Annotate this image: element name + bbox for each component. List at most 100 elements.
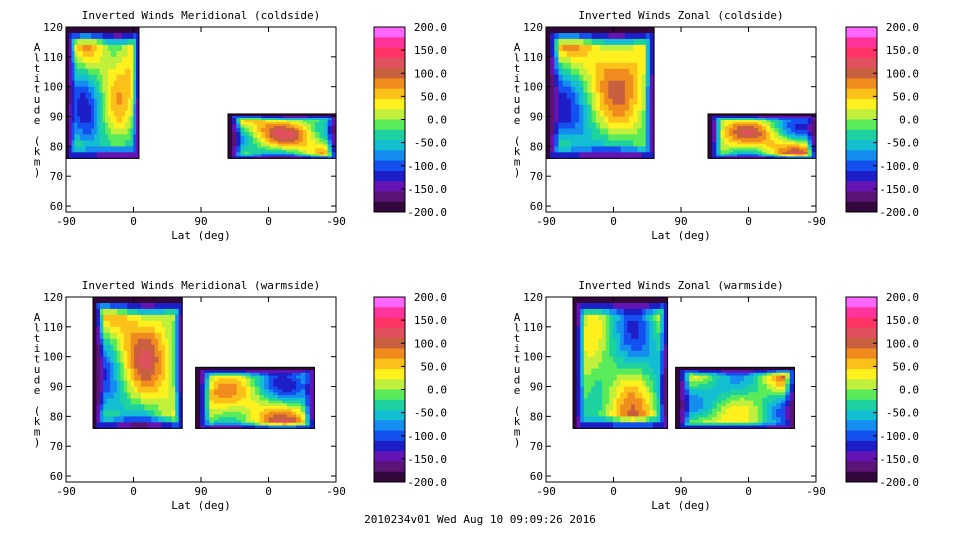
y-tick-label: 70 [50, 170, 63, 183]
field-cell [774, 126, 780, 129]
field-cell [168, 356, 173, 364]
y-axis-label-char: i [514, 342, 521, 355]
field-cell [780, 392, 786, 396]
field-cell [712, 367, 718, 371]
field-cell [165, 338, 169, 346]
field-cell [724, 122, 730, 125]
field-cell [753, 378, 759, 382]
field-cell [583, 50, 589, 58]
field-cell [721, 408, 727, 413]
field-cell [144, 338, 149, 346]
field-cell [91, 38, 95, 46]
field-cell [675, 378, 681, 382]
field-cell [782, 128, 788, 131]
field-cell [600, 146, 605, 153]
field-cell [120, 404, 125, 411]
field-cell [634, 350, 639, 358]
colorbar-tick-label: -150.0 [879, 183, 919, 196]
field-cell [88, 134, 92, 141]
field-cell [716, 113, 722, 117]
field-cell [774, 130, 780, 133]
field-cell [282, 152, 287, 155]
field-cell [273, 140, 279, 143]
field-cell [739, 397, 745, 402]
field-cell [725, 422, 732, 427]
field-cell [273, 156, 279, 159]
field-cell [236, 422, 242, 427]
field-cell [730, 414, 736, 418]
field-cell [562, 122, 568, 130]
field-cell [315, 154, 320, 157]
field-cell [631, 422, 636, 429]
field-cell [250, 400, 256, 404]
field-cell [583, 56, 589, 64]
field-cell [712, 140, 717, 143]
field-cell [133, 104, 137, 112]
field-cell [583, 338, 589, 346]
field-cell [766, 134, 771, 137]
field-cell [236, 138, 242, 141]
field-cell [745, 132, 751, 135]
field-cell [117, 308, 121, 316]
field-cell [595, 134, 601, 141]
field-cell [127, 110, 132, 118]
field-cell [120, 326, 125, 334]
field-cell [762, 420, 768, 424]
field-cell [277, 411, 283, 416]
field-cell [88, 140, 92, 147]
x-tick-label: 0 [265, 215, 272, 228]
field-cell [575, 74, 580, 82]
field-cell [600, 50, 605, 58]
field-cell [127, 128, 132, 136]
field-cell [286, 136, 291, 139]
field-cell [637, 80, 643, 88]
field-cell [218, 397, 224, 402]
field-cell [319, 132, 325, 135]
field-cell [782, 140, 788, 143]
field-cell [767, 420, 773, 424]
field-cell [236, 134, 242, 137]
field-cell [248, 122, 254, 125]
field-cell [248, 116, 254, 119]
field-cell [770, 148, 776, 151]
y-axis-label-char: k [514, 145, 521, 158]
field-cell [799, 132, 805, 135]
field-cell [178, 362, 183, 370]
field-cell [744, 367, 750, 371]
field-cell [252, 134, 258, 137]
field-cell [554, 62, 560, 70]
field-cell [245, 375, 252, 379]
field-cell [753, 136, 759, 139]
field-cell [96, 350, 101, 358]
field-cell [85, 122, 89, 130]
field-cell [133, 92, 137, 100]
field-cell [296, 389, 302, 393]
field-cell [698, 406, 704, 410]
field-cell [195, 422, 201, 427]
field-cell [594, 332, 599, 340]
field-cell [294, 144, 300, 147]
field-cell [575, 86, 580, 94]
field-cell [629, 50, 634, 58]
field-cell [620, 338, 625, 346]
field-cell [319, 156, 325, 159]
field-cell [273, 378, 279, 382]
field-cell [766, 148, 771, 151]
field-cell [103, 362, 108, 370]
field-cell [649, 92, 655, 100]
field-cell [315, 134, 320, 137]
field-cell [721, 403, 727, 407]
field-cell [273, 142, 279, 145]
field-cell [110, 362, 115, 370]
field-cell [311, 156, 316, 159]
field-cell [616, 50, 622, 58]
field-cell [245, 386, 252, 391]
field-cell [684, 383, 690, 388]
field-cell [587, 146, 593, 153]
field-cell [762, 150, 767, 153]
field-cell [133, 140, 137, 147]
field-cell [716, 383, 722, 388]
field-cell [296, 414, 302, 418]
colorbar-band [374, 191, 405, 203]
field-cell [232, 120, 237, 123]
